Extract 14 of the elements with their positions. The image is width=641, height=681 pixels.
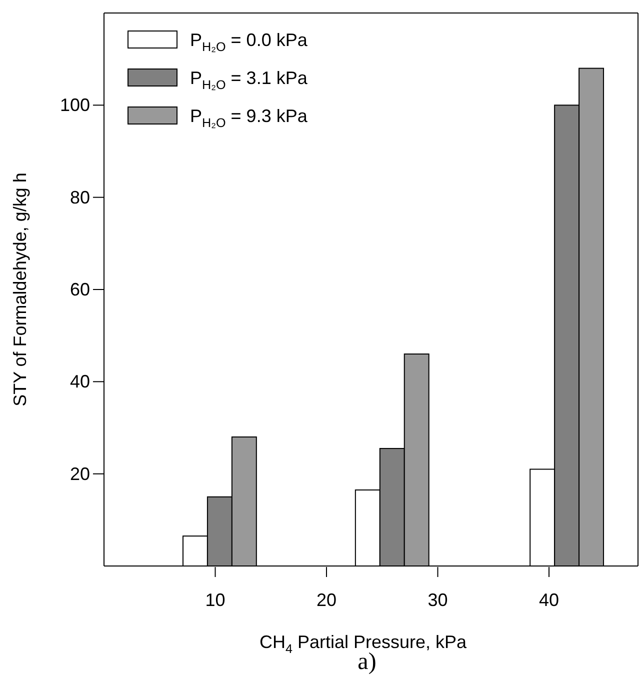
x-tick-label: 30 — [428, 590, 448, 610]
y-tick-label: 100 — [60, 95, 90, 116]
x-tick-label: 40 — [538, 590, 560, 610]
y-tick-label: 40 — [70, 372, 90, 392]
y-tick-label: 60 — [70, 280, 90, 300]
legend-label: P$_{H₂O}$ = 9.3 kPa — [190, 106, 308, 130]
text: a) — [358, 649, 376, 675]
x-tick-label: 20 — [316, 590, 337, 610]
y-tick-label: 20 — [70, 464, 90, 484]
legend-label: P$_{H₂O}$ = 0.0 kPa — [190, 30, 308, 54]
y-tick-label: 80 — [70, 187, 90, 208]
x-tick-label: 10 — [205, 590, 226, 610]
y-axis-title: STY of Formaldehyde, g/kg h — [10, 172, 30, 406]
legend-label: P$_{H₂O}$ = 3.1 kPa — [190, 68, 308, 92]
